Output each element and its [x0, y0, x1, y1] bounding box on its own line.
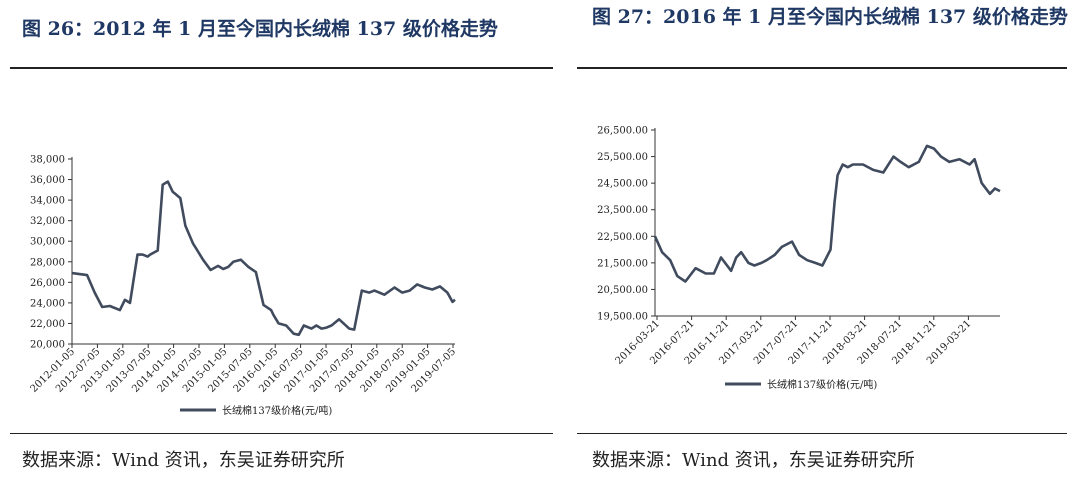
fig27-y-tick-label: 21,500.00 [597, 258, 648, 269]
fig27-price-series-line [653, 144, 1001, 283]
figure-26-panel: 图 26：2012 年 1 月至今国内长绒棉 137 级价格走势 20,000 2… [10, 18, 553, 471]
figure-27-panel: 图 27：2016 年 1 月至今国内长绒棉 137 级价格走势 19,500.… [570, 0, 1080, 481]
figure-26-title: 图 26：2012 年 1 月至今国内长绒棉 137 级价格走势 [22, 18, 498, 40]
fig26-y-tick-label: 36,000 [30, 175, 65, 186]
fig27-y-tick-label: 22,500.00 [597, 232, 648, 243]
figure-27-line-chart: 19,500.00 20,500.00 21,500.00 22,500.00 23,5… [597, 126, 1001, 391]
fig26-y-tick-label: 38,000 [30, 155, 65, 166]
fig26-y-tick-label: 20,000 [30, 340, 65, 351]
fig26-y-tick-label: 34,000 [30, 196, 65, 207]
figure-27-source: 数据来源：Wind 资讯，东吴证券研究所 [592, 450, 915, 471]
fig26-price-series-line [71, 180, 456, 337]
fig27-y-tick-label: 20,500.00 [597, 285, 648, 296]
figure-27-bottom-rule [577, 433, 1067, 434]
fig27-y-tick-label: 24,500.00 [597, 179, 648, 190]
fig26-y-tick-label: 32,000 [30, 216, 65, 227]
figure-27-title: 图 27：2016 年 1 月至今国内长绒棉 137 级价格走势 [592, 6, 1068, 28]
figure-27-top-rule [577, 67, 1067, 69]
fig27-legend-label: 长绒棉137级价格(元/吨) [767, 378, 877, 391]
fig27-y-tick-label: 23,500.00 [597, 205, 648, 216]
fig27-y-tick-label: 19,500.00 [597, 312, 648, 323]
figure-26-top-rule [10, 67, 553, 69]
fig27-y-tick-label: 25,500.00 [597, 152, 648, 163]
fig26-y-tick-label: 26,000 [30, 278, 65, 289]
figure-26-line-chart: 20,000 22,000 24,000 26,000 28,000 30,000 32,0… [29, 155, 459, 418]
fig26-y-tick-label: 22,000 [30, 319, 65, 330]
fig26-legend-label: 长绒棉137级价格(元/吨) [222, 404, 332, 417]
fig26-y-tick-label: 28,000 [30, 257, 65, 268]
fig26-y-tick-label: 30,000 [30, 237, 65, 248]
figure-26-source: 数据来源：Wind 资讯，东吴证券研究所 [22, 450, 345, 471]
fig27-y-tick-label: 26,500.00 [597, 126, 648, 137]
figure-26-bottom-rule [10, 433, 553, 434]
fig26-y-tick-label: 24,000 [30, 298, 65, 309]
